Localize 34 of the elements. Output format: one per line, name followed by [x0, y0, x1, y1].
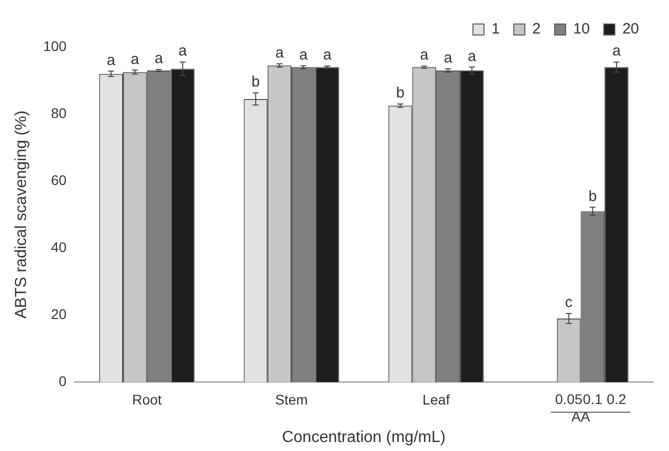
- y-tick-label: 100: [43, 38, 67, 54]
- y-tick-label: 0: [58, 373, 67, 390]
- legend-label: 10: [573, 20, 590, 38]
- data-label: b: [588, 188, 597, 205]
- text: 0.2: [606, 391, 626, 408]
- data-label: a: [299, 46, 308, 64]
- data-label: a: [178, 42, 188, 60]
- y-tick-label: 20: [50, 306, 67, 322]
- data-label: b: [396, 84, 404, 102]
- data-label: a: [468, 48, 477, 65]
- x-tick-label: Root: [132, 391, 162, 408]
- data-label: b: [252, 74, 260, 91]
- data-label: a: [130, 50, 140, 68]
- data-label: a: [420, 46, 429, 64]
- legend-label: 1: [491, 20, 500, 38]
- data-label: a: [154, 50, 164, 68]
- legend-label: 20: [622, 20, 640, 38]
- data-label: a: [323, 46, 332, 64]
- legend-label: 2: [532, 20, 541, 38]
- y-tick-label: 40: [50, 238, 67, 255]
- data-label: a: [444, 49, 453, 66]
- text: 0.1: [582, 391, 603, 408]
- data-label: a: [275, 44, 284, 62]
- data-label: c: [565, 294, 574, 312]
- data-label: a: [106, 52, 116, 69]
- text: 0.05: [555, 391, 583, 408]
- data-label: a: [612, 42, 622, 60]
- x-axis-title: Concentration (mg/mL): [282, 428, 446, 446]
- x-tick-label: AA: [571, 408, 591, 424]
- x-tick-label: Leaf: [422, 391, 450, 408]
- x-tick-label: Stem: [275, 391, 308, 408]
- y-tick-label: 80: [50, 104, 67, 121]
- y-axis-title: ABTS radical scavenging (%): [13, 110, 30, 319]
- y-tick-label: 60: [50, 172, 67, 188]
